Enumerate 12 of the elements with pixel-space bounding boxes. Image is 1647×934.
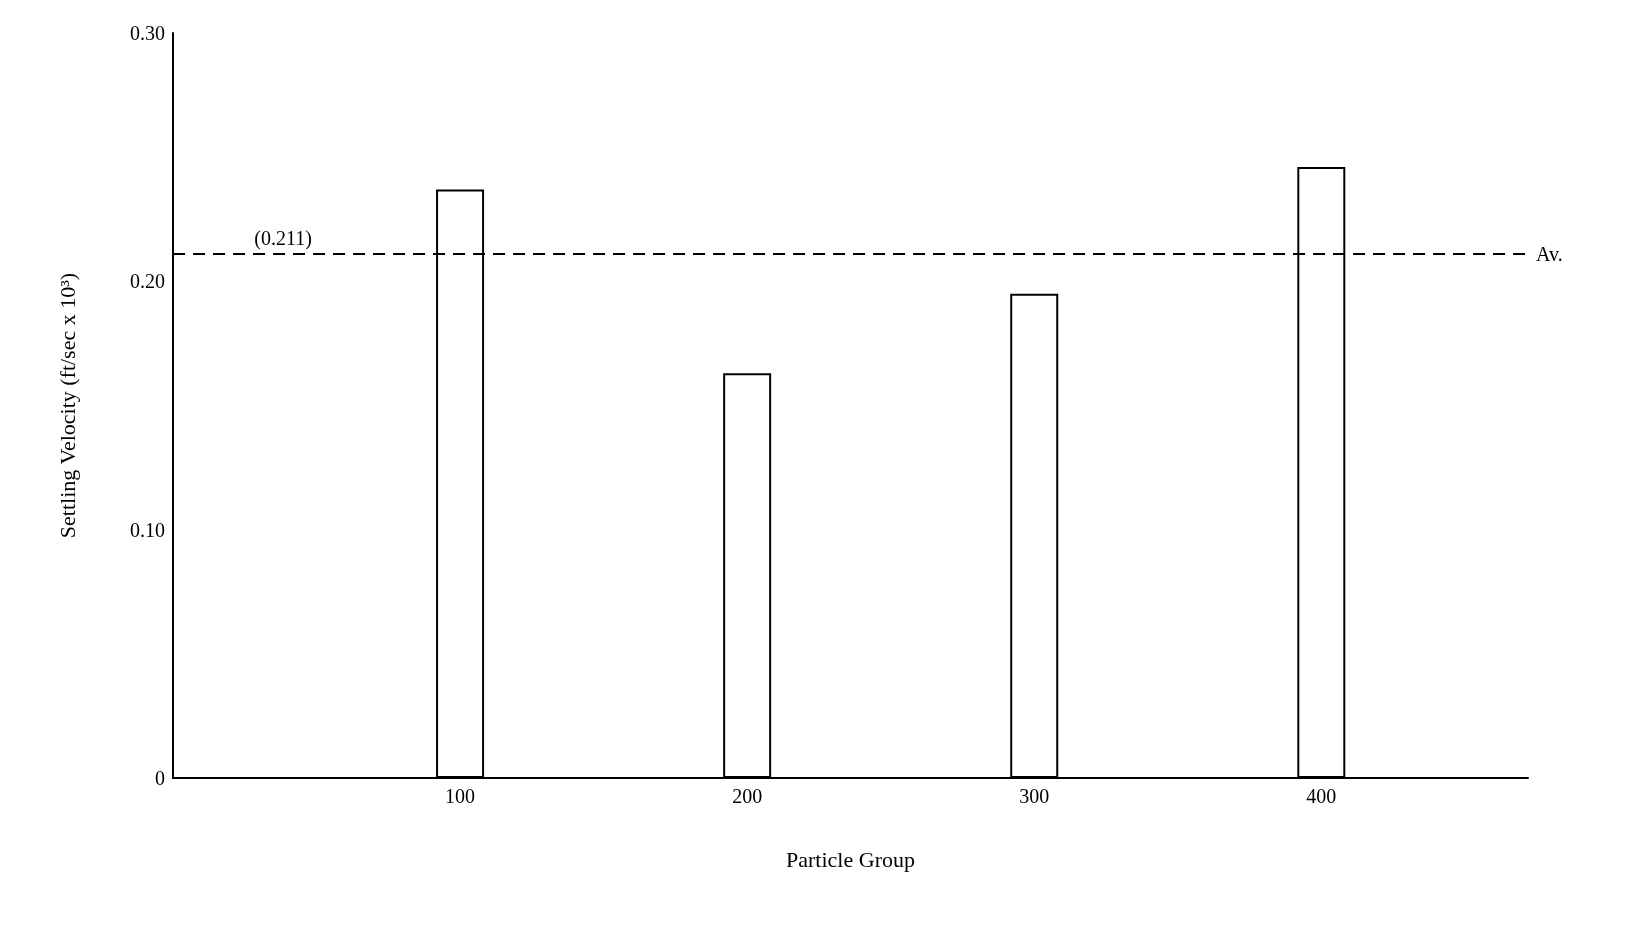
- y-tick-label: 0.10: [130, 518, 165, 541]
- annotation: (0.211): [254, 227, 312, 251]
- x-axis-title: Particle Group: [786, 846, 915, 872]
- y-axis-title: Settling Velocity (ft/sec x 10³): [54, 272, 80, 539]
- y-tick-label: 0.20: [130, 270, 165, 293]
- ref-line-label: Av.: [1536, 243, 1563, 266]
- x-tick-label: 300: [1019, 785, 1050, 807]
- y-tick-label: 0.30: [130, 22, 165, 44]
- y-tick-label: 0: [155, 767, 165, 789]
- x-tick-label: 200: [732, 785, 763, 807]
- x-tick-label: 400: [1306, 785, 1337, 807]
- x-tick-label: 100: [445, 785, 476, 807]
